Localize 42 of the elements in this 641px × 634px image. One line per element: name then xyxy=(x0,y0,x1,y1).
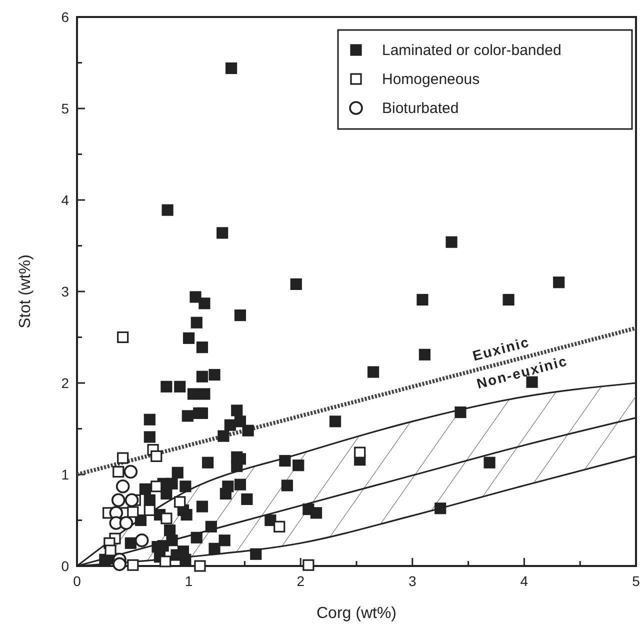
point xyxy=(127,506,139,518)
point xyxy=(119,516,134,530)
point xyxy=(117,331,129,344)
point xyxy=(160,556,172,568)
x-axis-title: Corg (wt%) xyxy=(316,605,397,622)
legend-label: Bioturbated xyxy=(382,100,459,117)
point xyxy=(302,559,314,571)
point xyxy=(117,452,129,464)
y-tick-label: 6 xyxy=(61,9,70,25)
point xyxy=(160,512,172,524)
point xyxy=(174,496,186,508)
x-tick-label: 1 xyxy=(184,573,193,589)
point xyxy=(104,544,116,556)
point xyxy=(112,466,124,478)
point xyxy=(150,480,162,492)
point xyxy=(124,464,138,479)
point xyxy=(144,504,156,516)
point xyxy=(127,559,139,571)
y-tick-label: 5 xyxy=(61,100,70,116)
point xyxy=(194,560,206,572)
y-tick-label: 4 xyxy=(61,192,70,208)
x-tick-label: 4 xyxy=(520,573,528,589)
legend-label: Homogeneous xyxy=(382,71,480,88)
y-tick-label: 0 xyxy=(61,558,70,574)
point xyxy=(354,446,366,458)
x-tick-label: 0 xyxy=(73,573,82,589)
point xyxy=(274,520,286,532)
point xyxy=(124,493,139,508)
point xyxy=(116,479,130,494)
y-axis-title: Stot (wt%) xyxy=(17,254,34,328)
point xyxy=(150,450,162,462)
x-tick-label: 5 xyxy=(632,573,640,589)
annotation: Euxinic xyxy=(470,334,532,364)
y-tick-label: 3 xyxy=(61,284,70,300)
y-tick-label: 2 xyxy=(61,375,70,391)
point xyxy=(112,557,126,572)
y-tick-label: 1 xyxy=(61,466,70,482)
legend-label: Laminated or color-banded xyxy=(382,42,562,59)
point xyxy=(134,533,149,548)
point xyxy=(111,493,126,508)
x-tick-label: 3 xyxy=(408,573,416,589)
x-tick-label: 2 xyxy=(296,573,305,589)
